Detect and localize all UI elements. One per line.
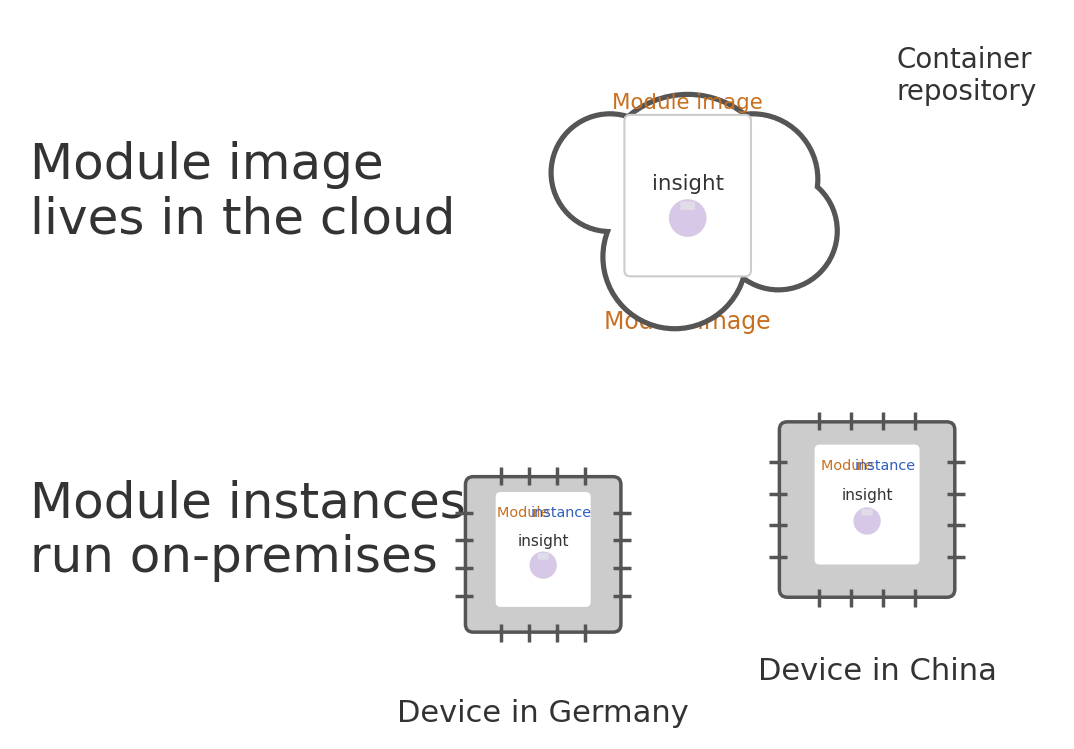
Text: Container
repository: Container repository	[897, 46, 1037, 106]
Circle shape	[854, 508, 880, 534]
Circle shape	[554, 117, 666, 228]
Circle shape	[723, 175, 834, 287]
FancyBboxPatch shape	[680, 201, 695, 210]
FancyBboxPatch shape	[861, 509, 873, 515]
Text: Module: Module	[497, 506, 554, 520]
FancyBboxPatch shape	[814, 443, 920, 565]
Circle shape	[531, 552, 556, 578]
Text: Module image: Module image	[30, 141, 383, 189]
Circle shape	[604, 186, 746, 328]
Text: Device in Germany: Device in Germany	[397, 699, 690, 728]
Circle shape	[720, 173, 837, 289]
Circle shape	[552, 115, 668, 231]
Circle shape	[597, 95, 779, 276]
Circle shape	[599, 97, 775, 273]
Text: Module instances: Module instances	[30, 479, 466, 527]
FancyBboxPatch shape	[495, 491, 592, 607]
Circle shape	[687, 115, 817, 244]
Text: run on-premises: run on-premises	[30, 535, 438, 583]
Text: Module: Module	[821, 458, 877, 473]
Circle shape	[691, 117, 814, 241]
Text: lives in the cloud: lives in the cloud	[30, 195, 455, 243]
FancyBboxPatch shape	[780, 422, 955, 597]
FancyBboxPatch shape	[538, 553, 549, 560]
Text: instance: instance	[531, 506, 592, 520]
Text: insight: insight	[518, 533, 569, 548]
Text: instance: instance	[855, 458, 916, 473]
FancyBboxPatch shape	[624, 115, 751, 276]
Circle shape	[669, 200, 706, 236]
Text: Module image: Module image	[605, 310, 771, 334]
Text: Module image: Module image	[612, 93, 763, 113]
Text: insight: insight	[652, 174, 724, 194]
Text: insight: insight	[841, 488, 892, 503]
Text: Device in China: Device in China	[757, 657, 997, 686]
FancyBboxPatch shape	[465, 476, 621, 632]
Circle shape	[606, 188, 743, 325]
